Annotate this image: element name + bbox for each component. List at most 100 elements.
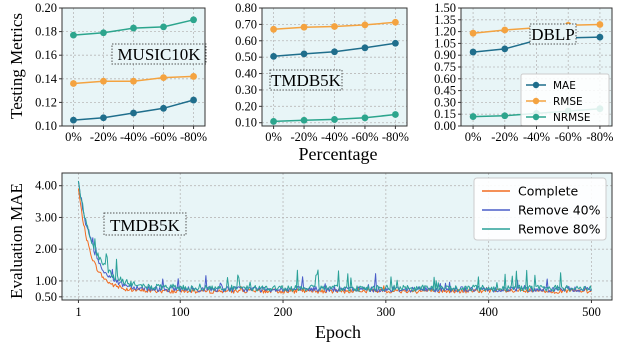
y-tick-label: 0.00 (434, 119, 456, 133)
data-point-mae (270, 52, 277, 60)
x-tick-label: -60% (555, 130, 582, 144)
y-tick-label: 0.70 (235, 17, 257, 31)
data-point-nrmse (300, 116, 308, 124)
legend-box (473, 177, 607, 241)
metric-panel-dblp: 0.000.150.300.450.600.750.901.051.201.35… (434, 1, 613, 144)
y-tick-label: 0.12 (35, 95, 57, 109)
data-point-mae (100, 114, 107, 122)
y-tick-label: 0.50 (35, 290, 57, 304)
y-tick-label: 0.40 (235, 67, 257, 81)
x-tick-label: -60% (150, 130, 177, 144)
panel-label-box (269, 69, 343, 91)
data-point-mae (70, 116, 77, 124)
legend-marker (532, 97, 540, 105)
x-tick-label: -40% (523, 130, 550, 144)
x-tick-label: -80% (382, 130, 409, 144)
legend-label: MAE (553, 80, 576, 92)
data-point-nrmse (160, 23, 167, 31)
data-point-mae (130, 109, 137, 117)
x-tick-label: -20% (291, 130, 318, 144)
y-tick-label: 1.35 (434, 13, 456, 27)
data-point-mae (501, 45, 509, 53)
data-point-nrmse (361, 114, 369, 122)
data-point-nrmse (70, 31, 77, 39)
data-point-rmse (596, 21, 604, 28)
y-tick-label: 3.00 (35, 210, 57, 224)
y-tick-label: 0.15 (434, 107, 456, 121)
y-tick-label: 0.20 (235, 99, 257, 113)
y-tick-label: 2.00 (35, 242, 57, 256)
panel-label: MUSIC10K (117, 45, 201, 64)
x-tick-label: 200 (274, 305, 293, 319)
data-point-rmse (361, 21, 369, 29)
x-tick-label: -20% (491, 130, 518, 144)
data-point-rmse (300, 23, 308, 31)
data-point-mae (596, 33, 604, 41)
legend-marker (532, 81, 540, 89)
data-point-nrmse (392, 111, 399, 118)
y-tick-label: 0.45 (434, 84, 456, 98)
data-point-nrmse (190, 16, 197, 24)
y-tick-label: 4.00 (35, 179, 57, 193)
top-x-axis-label: Percentage (299, 144, 378, 164)
data-point-nrmse (501, 112, 509, 120)
legend-label: NRMSE (553, 112, 591, 124)
y-tick-label: 0.75 (434, 60, 456, 74)
series-line-remove-80- (77, 180, 592, 292)
x-tick-label: -80% (586, 130, 613, 144)
data-point-mae (331, 48, 338, 56)
x-tick-label: -20% (90, 130, 117, 144)
y-tick-label: 0.16 (35, 48, 57, 62)
data-point-rmse (70, 80, 77, 87)
legend-label: Remove 40% (518, 203, 601, 218)
legend-marker (532, 113, 540, 121)
x-tick-label: 500 (582, 305, 601, 319)
data-point-rmse (331, 23, 338, 30)
x-tick-label: 100 (171, 305, 190, 319)
y-tick-label: 1.00 (35, 274, 57, 288)
metric-panel-tmdb5k: 0.10 0.20 0.30 0.40 0.50 0.60 0.70 0.80 0% -20% -4… (235, 1, 409, 144)
x-tick-label: -80% (180, 130, 207, 144)
plot-frame (61, 172, 613, 301)
data-point-rmse (130, 77, 137, 85)
legend-label: Complete (518, 184, 579, 199)
bottom-y-axis-label: Evaluation MAE (7, 183, 26, 299)
y-tick-label: 1.50 (434, 1, 456, 15)
panel-label: TMDB5K (271, 71, 342, 90)
data-point-rmse (190, 73, 197, 80)
data-point-mae (190, 96, 197, 104)
legend-label: RMSE (553, 96, 583, 108)
x-tick-label: 400 (479, 305, 498, 319)
data-point-mae (300, 50, 308, 58)
x-tick-label: 0% (265, 130, 282, 144)
data-point-rmse (160, 74, 167, 82)
x-tick-label: 0% (465, 130, 482, 144)
epoch-panel: 0.50 1.00 2.00 3.00 4.00 1 100 200 300 400 500 TMDB… (35, 172, 613, 319)
data-point-rmse (469, 29, 477, 37)
y-tick-label: 1.05 (434, 36, 456, 50)
y-tick-label: 0.18 (35, 25, 57, 39)
x-tick-label: -60% (351, 130, 378, 144)
x-tick-label: -40% (120, 130, 147, 144)
data-point-mae (469, 48, 477, 56)
y-tick-label: 0.50 (235, 50, 257, 64)
y-tick-label: 0.80 (235, 1, 257, 15)
x-tick-label: 1 (75, 305, 81, 319)
data-point-mae (392, 39, 399, 47)
bottom-x-axis-label: Epoch (315, 322, 361, 342)
data-point-nrmse (270, 118, 277, 125)
x-tick-label: 0% (65, 130, 82, 144)
panel-label-box (103, 212, 187, 236)
data-point-rmse (501, 26, 509, 34)
data-point-rmse (270, 25, 277, 33)
y-tick-label: 0.30 (235, 83, 257, 97)
panel-label: TMDB5K (110, 216, 181, 235)
legend-label: Remove 80% (518, 222, 601, 237)
data-point-nrmse (130, 24, 137, 32)
panel-label-box (111, 43, 207, 65)
y-tick-label: 0.90 (434, 48, 456, 62)
top-y-axis-label: Testing Metrics (7, 13, 26, 119)
y-tick-label: 1.20 (434, 25, 456, 39)
x-tick-label: -40% (321, 130, 348, 144)
